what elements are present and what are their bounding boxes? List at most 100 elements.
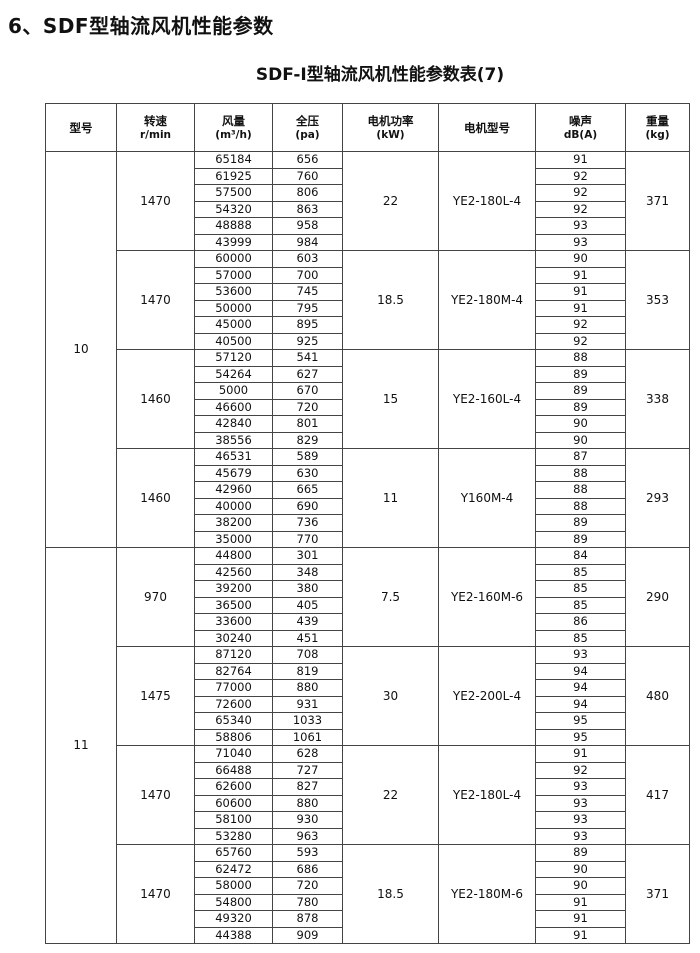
airflow-cell: 5000 (194, 382, 273, 400)
noise-cell: 86 (535, 613, 626, 631)
airflow-cell: 60000 (194, 250, 273, 268)
pressure-cell: 670 (272, 382, 343, 400)
airflow-cell: 60600 (194, 794, 273, 812)
noise-cell: 88 (535, 497, 626, 515)
noise-cell: 92 (535, 167, 626, 185)
power-cell: 11 (342, 448, 439, 548)
pressure-cell: 931 (272, 695, 343, 713)
pressure-cell: 806 (272, 184, 343, 202)
noise-cell: 85 (535, 580, 626, 598)
weight-cell: 371 (625, 151, 690, 251)
noise-cell: 89 (535, 514, 626, 532)
model-cell: 11 (45, 547, 117, 944)
pressure-cell: 863 (272, 200, 343, 218)
pressure-cell: 348 (272, 563, 343, 581)
table-row: 82764 819 94 (46, 662, 690, 680)
header-label: 电机功率 (367, 113, 414, 128)
weight-cell: 480 (625, 646, 690, 746)
header-label: 风量 (222, 113, 245, 128)
noise-cell: 92 (535, 200, 626, 218)
noise-cell: 91 (535, 151, 626, 169)
pressure-cell: 963 (272, 827, 343, 845)
pressure-cell: 880 (272, 679, 343, 697)
header-model: 型号 (45, 103, 117, 152)
airflow-cell: 43999 (194, 233, 273, 251)
noise-cell: 92 (535, 761, 626, 779)
pressure-cell: 690 (272, 497, 343, 515)
speed-cell: 1470 (116, 250, 195, 350)
noise-cell: 89 (535, 365, 626, 383)
header-unit: (kg) (645, 128, 670, 141)
noise-cell: 90 (535, 431, 626, 449)
table-row: 1470 60000 603 18.5 YE2-180M-4 90 353 (46, 250, 690, 350)
noise-cell: 93 (535, 811, 626, 829)
power-cell: 18.5 (342, 844, 439, 944)
noise-cell: 93 (535, 233, 626, 251)
pressure-cell: 895 (272, 316, 343, 334)
pressure-cell: 930 (272, 811, 343, 829)
airflow-cell: 65340 (194, 712, 273, 730)
pressure-cell: 827 (272, 778, 343, 796)
table-row: 65340 1033 95 (46, 712, 690, 730)
airflow-cell: 62600 (194, 778, 273, 796)
pressure-cell: 829 (272, 431, 343, 449)
noise-cell: 93 (535, 778, 626, 796)
table-row: 48888 958 93 (46, 217, 690, 235)
airflow-cell: 46600 (194, 398, 273, 416)
noise-cell: 90 (535, 860, 626, 878)
noise-cell: 88 (535, 349, 626, 367)
airflow-cell: 35000 (194, 530, 273, 548)
motor-cell: YE2-180M-6 (438, 844, 536, 944)
noise-cell: 85 (535, 563, 626, 581)
table-row: 10 1470 65184 656 22 YE2-180L-4 91 371 (45, 151, 690, 548)
pressure-cell: 686 (272, 860, 343, 878)
table-row: 38200 736 89 (46, 514, 690, 532)
airflow-cell: 40000 (194, 497, 273, 515)
header-unit: r/min (139, 128, 172, 141)
noise-cell: 89 (535, 844, 626, 862)
pressure-cell: 720 (272, 398, 343, 416)
header-unit: (pa) (295, 128, 320, 141)
airflow-cell: 53280 (194, 827, 273, 845)
noise-cell: 91 (535, 910, 626, 928)
noise-cell: 85 (535, 596, 626, 614)
table-row: 53600 745 91 (46, 283, 690, 301)
weight-cell: 338 (625, 349, 690, 449)
pressure-cell: 770 (272, 530, 343, 548)
pressure-cell: 656 (272, 151, 343, 169)
noise-cell: 89 (535, 398, 626, 416)
pressure-cell: 630 (272, 464, 343, 482)
speed-cell: 1460 (116, 448, 195, 548)
table-row: 35000 770 89 (46, 530, 690, 548)
motor-cell: Y160M-4 (438, 448, 536, 548)
speed-cell: 970 (116, 547, 195, 647)
table-row: 57500 806 92 (46, 184, 690, 202)
header-row: 型号 转速 r/min 风量 (m³/h) 全压 (pa) 电机功率 (kW) 电机型号… (45, 103, 690, 152)
airflow-cell: 71040 (194, 745, 273, 763)
table-row: 1460 57120 541 15 YE2-160L-4 88 338 (46, 349, 690, 449)
speed-cell: 1460 (116, 349, 195, 449)
table-row: 1470 71040 628 22 YE2-180L-4 91 417 (46, 745, 690, 845)
header-weight: 重量 (kg) (625, 103, 690, 152)
pressure-cell: 628 (272, 745, 343, 763)
pressure-cell: 795 (272, 299, 343, 317)
pressure-cell: 736 (272, 514, 343, 532)
pressure-cell: 627 (272, 365, 343, 383)
pressure-cell: 984 (272, 233, 343, 251)
power-cell: 30 (342, 646, 439, 746)
pressure-cell: 380 (272, 580, 343, 598)
header-speed: 转速 r/min (116, 103, 195, 152)
performance-table: 型号 转速 r/min 风量 (m³/h) 全压 (pa) 电机功率 (kW) 电机型号… (45, 103, 690, 944)
airflow-cell: 44388 (194, 926, 273, 944)
header-label: 全压 (296, 113, 319, 128)
pressure-cell: 958 (272, 217, 343, 235)
table-row: 1460 46531 589 11 Y160M-4 87 293 (46, 448, 690, 548)
noise-cell: 95 (535, 712, 626, 730)
noise-cell: 93 (535, 794, 626, 812)
pressure-cell: 878 (272, 910, 343, 928)
airflow-cell: 54264 (194, 365, 273, 383)
header-noise: 噪声 dB(A) (535, 103, 626, 152)
table-row: 43999 984 93 (46, 233, 690, 251)
pressure-cell: 589 (272, 448, 343, 466)
pressure-cell: 708 (272, 646, 343, 664)
